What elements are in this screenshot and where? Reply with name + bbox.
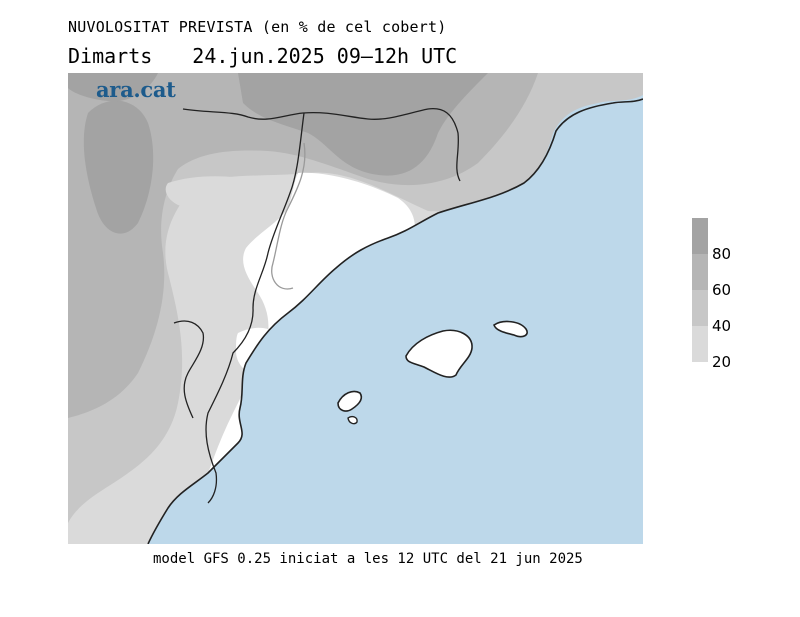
cloud-zone-80-northwest [68, 73, 158, 102]
aracat-logo[interactable]: ara.cat [96, 77, 176, 102]
forecast-day: Dimarts [68, 44, 153, 68]
island-formentera [347, 415, 358, 425]
cloud-zone-light-patch-2 [193, 217, 256, 266]
legend-swatch-80plus [692, 218, 708, 254]
cloud-zone-80-north [238, 73, 488, 176]
island-menorca [493, 320, 528, 338]
map-subtitle: Dimarts 24.jun.2025 09–12h UTC [68, 44, 457, 68]
sea [148, 95, 643, 544]
cloud-zone-40 [68, 73, 643, 523]
map-canvas [68, 73, 643, 544]
legend-label-40: 40 [712, 317, 732, 335]
cloud-zone-light-patch [165, 176, 276, 213]
island-mallorca [405, 329, 473, 378]
legend-label-20: 20 [712, 353, 732, 371]
border-france [182, 107, 461, 182]
legend-swatch-60-80 [692, 254, 708, 290]
legend-label-60: 60 [712, 281, 732, 299]
model-info: model GFS 0.25 iniciat a les 12 UTC del … [153, 551, 583, 567]
border-valencia [173, 320, 205, 419]
legend-label-80: 80 [712, 245, 732, 263]
forecast-date-range: 24.jun.2025 09–12h UTC [192, 44, 458, 68]
legend-swatch-40-60 [692, 290, 708, 326]
cloud-zone-80-west [83, 100, 154, 234]
border-catalonia [271, 142, 306, 290]
legend-swatch-20-40 [692, 326, 708, 362]
cloud-cover-map [68, 73, 643, 544]
island-eivissa [337, 390, 363, 412]
map-title: NUVOLOSITAT PREVISTA (en % de cel cobert… [68, 18, 447, 36]
border-aragon [205, 112, 305, 504]
